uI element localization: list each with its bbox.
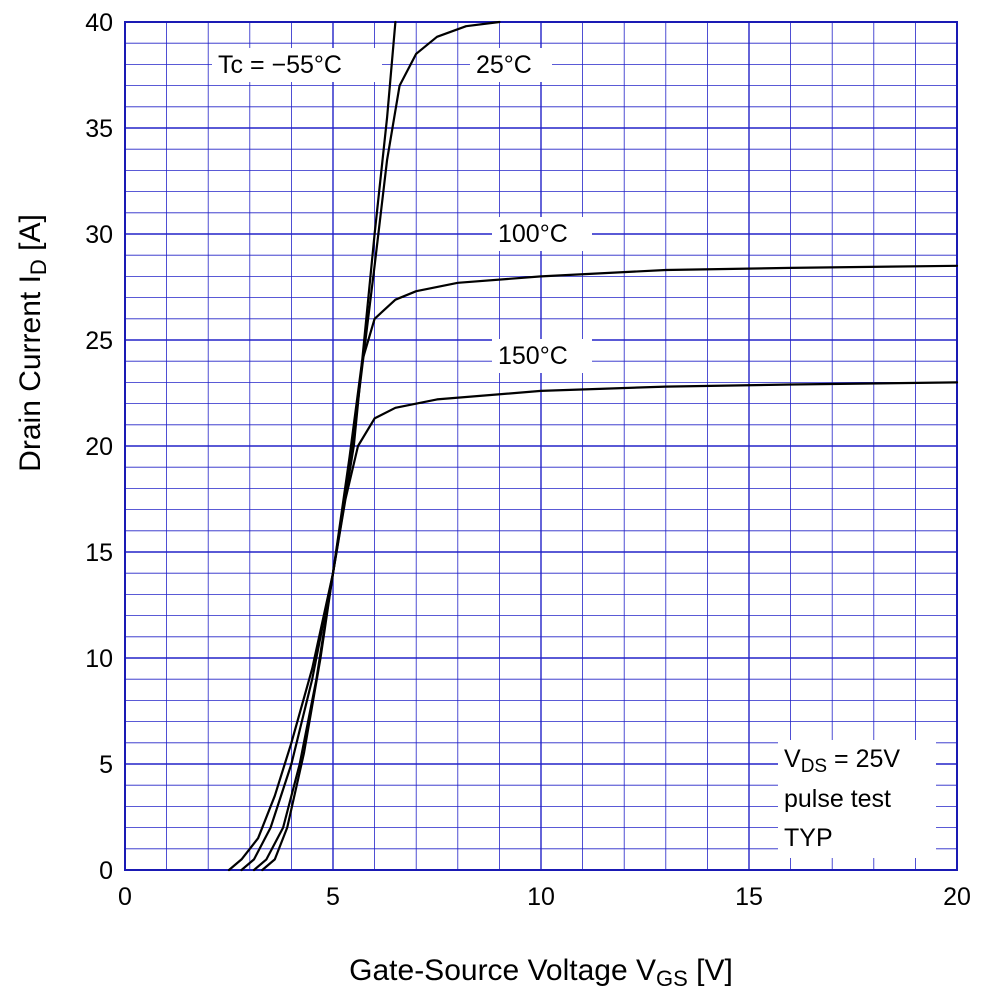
curves (227, 20, 959, 872)
y-axis-title-subscript: D (26, 259, 51, 275)
y-tick-label: 40 (85, 9, 113, 37)
label-25c: 25°C (476, 51, 532, 79)
y-tick-label: 20 (85, 433, 113, 461)
label-tc-minus55: Tc = −55°C (218, 51, 342, 79)
annotation-background (492, 217, 592, 251)
annotation-background (492, 339, 592, 373)
y-tick-label: 0 (99, 857, 113, 885)
plot-frame (124, 21, 958, 871)
x-tick-label: 0 (118, 883, 132, 911)
y-tick-label: 25 (85, 327, 113, 355)
vds-value: = 25V (827, 745, 900, 773)
y-tick-label: 35 (85, 115, 113, 143)
condition-typ: TYP (784, 824, 833, 852)
annotation-background (212, 48, 382, 82)
x-tick-label: 15 (735, 883, 763, 911)
y-tick-label: 5 (99, 751, 113, 779)
y-tick-labels: 0 5 10 15 20 25 30 35 40 (85, 9, 113, 885)
annotation-backgrounds (212, 48, 936, 858)
x-tick-labels: 0 5 10 15 20 (118, 883, 971, 911)
y-tick-label: 10 (85, 645, 113, 673)
y-axis-title-unit: [A] (14, 214, 47, 259)
y-axis-title: Drain Current ID [A] (14, 214, 51, 472)
x-axis-title-unit: [V] (688, 954, 733, 987)
x-tick-label: 20 (943, 883, 971, 911)
y-tick-label: 15 (85, 539, 113, 567)
vds-v: V (784, 745, 801, 773)
x-tick-label: 10 (527, 883, 555, 911)
condition-vds: VDS = 25V (784, 745, 900, 777)
x-axis-title: Gate-Source Voltage VGS [V] (349, 954, 733, 991)
vds-subscript: DS (801, 756, 827, 777)
annotation-background (778, 740, 936, 858)
series-curve-3 (261, 381, 959, 872)
x-tick-label: 5 (326, 883, 340, 911)
y-tick-label: 30 (85, 221, 113, 249)
x-axis-title-subscript: GS (656, 966, 688, 991)
x-axis-title-main: Gate-Source Voltage V (349, 954, 656, 987)
y-axis-title-main: Drain Current I (14, 275, 47, 472)
annotation-background (470, 48, 552, 82)
label-150c: 150°C (498, 342, 568, 370)
label-100c: 100°C (498, 220, 568, 248)
condition-pulse-test: pulse test (784, 785, 891, 813)
series-curve-0 (227, 20, 397, 872)
series-curve-2 (252, 264, 959, 872)
